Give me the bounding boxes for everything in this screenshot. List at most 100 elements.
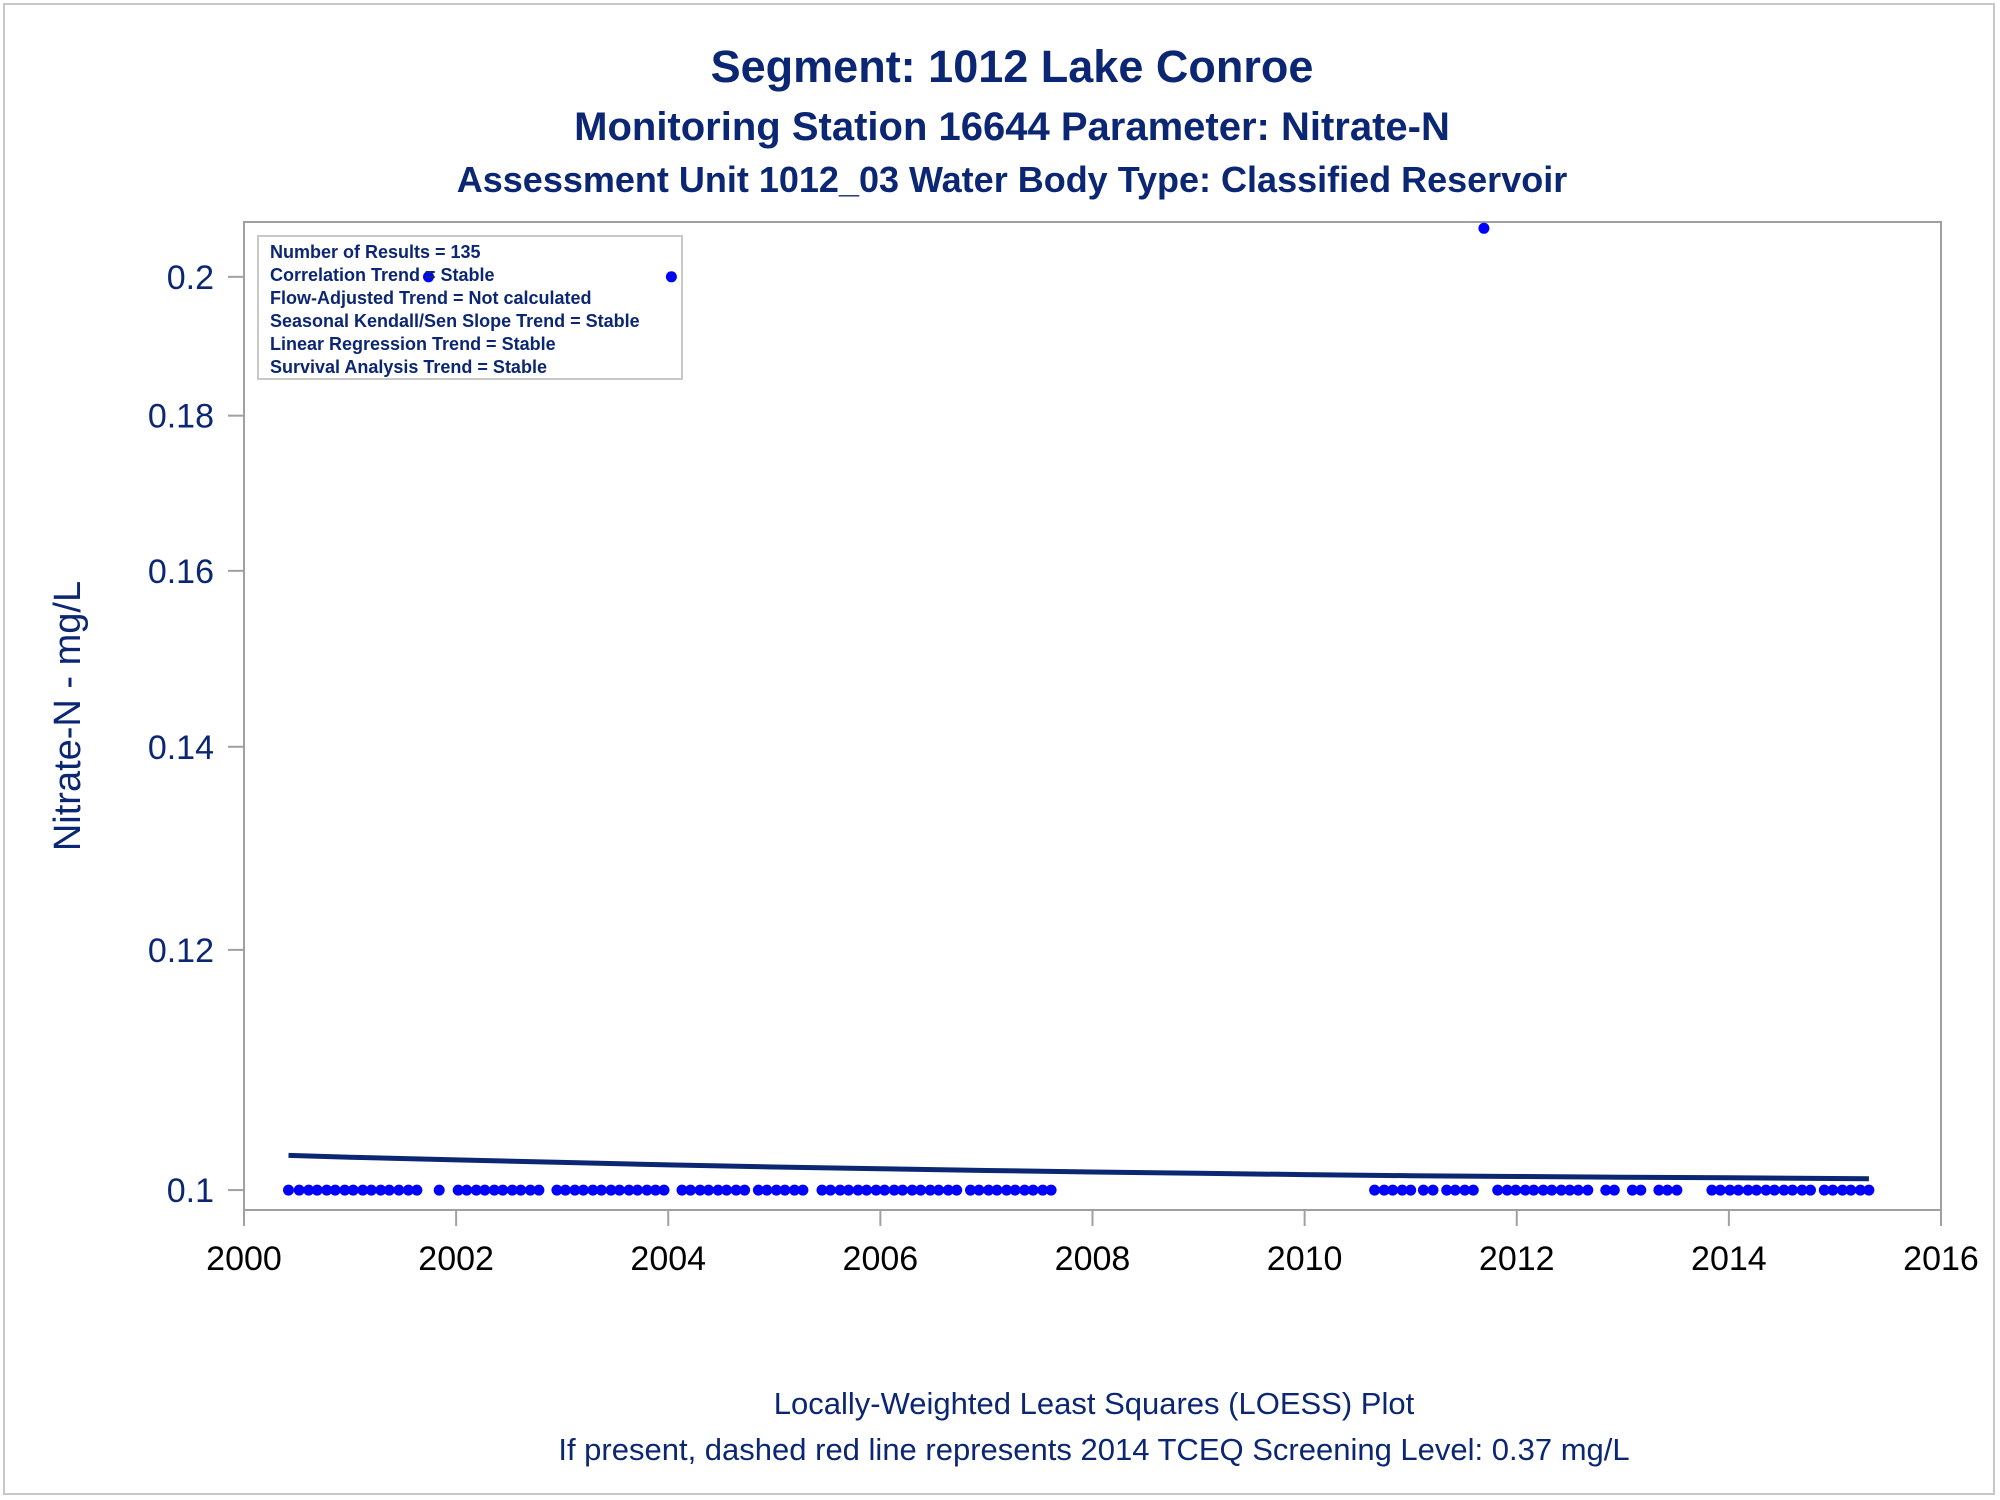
data-point xyxy=(1836,1184,1848,1196)
y-tick-label: 0.12 xyxy=(148,932,214,970)
stats-box-border xyxy=(257,235,683,380)
data-point xyxy=(1510,1184,1522,1196)
stats-line: Survival Analysis Trend = Stable xyxy=(270,357,547,377)
data-point xyxy=(1635,1184,1647,1196)
data-point xyxy=(506,1184,518,1196)
data-point xyxy=(551,1184,563,1196)
data-point xyxy=(1854,1184,1866,1196)
data-point xyxy=(924,1184,936,1196)
data-point xyxy=(623,1184,635,1196)
data-point xyxy=(897,1184,909,1196)
data-point xyxy=(1467,1184,1479,1196)
data-point xyxy=(1378,1184,1390,1196)
data-point xyxy=(861,1184,873,1196)
data-point xyxy=(703,1184,715,1196)
data-point xyxy=(770,1184,782,1196)
data-point xyxy=(870,1184,882,1196)
chart-subtitle-2: Assessment Unit 1012_03 Water Body Type:… xyxy=(457,159,1567,200)
data-point xyxy=(1653,1184,1665,1196)
data-point xyxy=(983,1184,995,1196)
data-point xyxy=(1796,1184,1808,1196)
data-point xyxy=(1760,1184,1772,1196)
points-layer xyxy=(283,222,1875,1196)
data-point xyxy=(1724,1184,1736,1196)
data-point xyxy=(1555,1184,1567,1196)
data-point xyxy=(339,1184,351,1196)
data-point xyxy=(357,1184,369,1196)
data-point xyxy=(1778,1184,1790,1196)
data-point xyxy=(789,1184,800,1196)
x-tick-label: 2010 xyxy=(1267,1240,1343,1278)
data-point xyxy=(1769,1184,1780,1196)
data-point xyxy=(1501,1184,1513,1196)
data-point xyxy=(479,1184,491,1196)
chart-title: Segment: 1012 Lake Conroe xyxy=(711,41,1314,92)
data-point xyxy=(843,1184,855,1196)
data-point xyxy=(852,1184,864,1196)
chart-frame: Segment: 1012 Lake Conroe Monitoring Sta… xyxy=(3,3,1995,1495)
data-point xyxy=(1564,1184,1576,1196)
data-point xyxy=(587,1184,599,1196)
data-point xyxy=(1449,1184,1461,1196)
footnote-1: Locally-Weighted Least Squares (LOESS) P… xyxy=(774,1386,1415,1421)
data-point xyxy=(1582,1184,1594,1196)
stats-line: Flow-Adjusted Trend = Not calculated xyxy=(270,288,592,308)
data-point xyxy=(311,1184,323,1196)
data-point xyxy=(1369,1184,1381,1196)
data-point xyxy=(1519,1184,1531,1196)
data-point xyxy=(577,1184,589,1196)
data-point xyxy=(1441,1184,1453,1196)
data-point xyxy=(906,1184,918,1196)
data-point xyxy=(1751,1184,1762,1196)
data-point xyxy=(1427,1184,1439,1196)
data-point xyxy=(423,271,434,283)
stats-line: Correlation Trend = Stable xyxy=(270,265,495,285)
loess-line xyxy=(288,1152,1869,1182)
data-point xyxy=(632,1184,643,1196)
x-tick-label: 2016 xyxy=(1903,1240,1979,1278)
data-point xyxy=(761,1184,773,1196)
data-point xyxy=(1019,1184,1031,1196)
data-point xyxy=(1600,1184,1612,1196)
chart-subtitle: Monitoring Station 16644 Parameter: Nitr… xyxy=(574,105,1450,149)
data-point xyxy=(1417,1184,1429,1196)
data-point xyxy=(1608,1184,1620,1196)
data-point xyxy=(779,1184,791,1196)
data-point xyxy=(1626,1184,1638,1196)
data-point xyxy=(433,1184,445,1196)
data-point xyxy=(1845,1184,1857,1196)
stats-line: Seasonal Kendall/Sen Slope Trend = Stabl… xyxy=(270,311,640,331)
x-tick-label: 2002 xyxy=(418,1240,494,1278)
data-point xyxy=(614,1184,625,1196)
data-point xyxy=(1492,1184,1504,1196)
data-point xyxy=(933,1184,945,1196)
y-tick-label: 0.18 xyxy=(148,398,214,436)
data-point xyxy=(1478,222,1490,234)
data-point xyxy=(797,1184,809,1196)
y-tick-label: 0.1 xyxy=(167,1172,214,1210)
data-point xyxy=(488,1184,500,1196)
data-point xyxy=(515,1184,527,1196)
chart: Segment: 1012 Lake Conroe Monitoring Sta… xyxy=(47,41,1979,1467)
data-point xyxy=(730,1184,742,1196)
x-tick-label: 2008 xyxy=(1055,1240,1131,1278)
x-tick-label: 2012 xyxy=(1479,1240,1555,1278)
data-point xyxy=(888,1184,900,1196)
data-point xyxy=(1805,1184,1816,1196)
data-point xyxy=(834,1184,846,1196)
data-point xyxy=(470,1184,482,1196)
data-point xyxy=(721,1184,733,1196)
data-point xyxy=(816,1184,828,1196)
data-point xyxy=(347,1184,359,1196)
data-point xyxy=(303,1184,315,1196)
stats-line: Number of Results = 135 xyxy=(270,242,481,262)
data-point xyxy=(658,1184,670,1196)
data-point xyxy=(569,1184,581,1196)
plot-area xyxy=(243,221,1942,1211)
data-point xyxy=(452,1184,464,1196)
data-point xyxy=(1027,1184,1039,1196)
data-point xyxy=(402,1184,414,1196)
data-point xyxy=(676,1184,688,1196)
data-point xyxy=(321,1184,333,1196)
data-point xyxy=(383,1184,395,1196)
